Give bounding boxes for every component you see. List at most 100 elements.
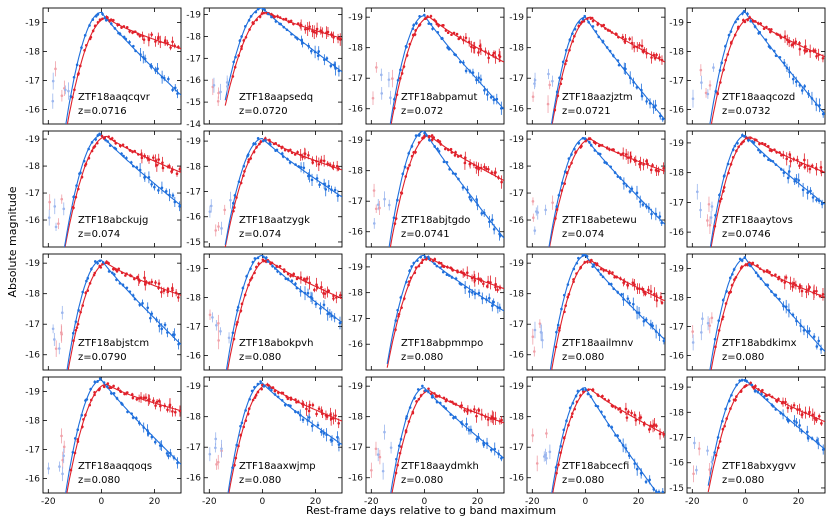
r-band-data-point — [745, 384, 748, 387]
r-band-data-point — [601, 144, 604, 147]
g-band-model-curve — [548, 17, 665, 146]
panel-object-name: ZTF18aaytovs — [722, 215, 793, 226]
r-band-data-point — [571, 40, 574, 43]
r-band-data-point — [822, 57, 825, 60]
r-band-data-point — [148, 282, 151, 285]
r-band-data-point — [403, 297, 406, 300]
r-band-data-point — [604, 27, 607, 30]
g-band-data-point — [93, 381, 96, 384]
r-band-early-point — [708, 468, 711, 471]
g-band-data-point — [231, 466, 234, 469]
r-band-early-point — [54, 68, 57, 71]
r-band-data-point — [575, 150, 578, 153]
r-band-data-point — [159, 405, 162, 408]
g-band-data-point — [84, 34, 87, 37]
r-band-data-point — [620, 153, 623, 156]
g-band-data-point — [408, 270, 411, 273]
g-band-data-point — [807, 437, 810, 440]
r-band-data-point — [634, 159, 637, 162]
g-band-early-point — [692, 97, 695, 100]
y-tick-label: -19 — [509, 259, 524, 269]
r-band-data-point — [255, 19, 258, 22]
r-band-data-point — [451, 269, 454, 272]
r-band-data-point — [573, 408, 576, 411]
g-band-data-point — [424, 256, 427, 259]
r-band-data-point — [404, 175, 407, 178]
panel-object-name: ZTF18aaydmkh — [401, 461, 479, 472]
r-band-early-point — [533, 350, 536, 353]
g-band-data-point — [438, 150, 441, 153]
g-band-data-point — [108, 270, 111, 273]
g-band-early-point — [209, 453, 212, 456]
r-band-data-point — [271, 261, 274, 264]
g-band-data-point — [576, 262, 579, 265]
r-band-data-point — [76, 326, 79, 329]
r-band-data-point — [754, 385, 757, 388]
r-band-data-point — [236, 321, 239, 324]
g-band-early-point — [533, 82, 536, 85]
g-band-data-point — [405, 415, 408, 418]
g-band-data-point — [803, 329, 806, 332]
r-band-data-point — [132, 397, 135, 400]
g-band-data-point — [424, 389, 427, 392]
g-band-data-point — [645, 205, 648, 208]
r-band-data-point — [499, 286, 502, 289]
r-band-data-point — [480, 279, 483, 282]
r-band-data-point — [780, 36, 783, 39]
g-band-data-point — [472, 71, 475, 74]
r-band-data-point — [778, 276, 781, 279]
r-band-data-point — [93, 272, 96, 275]
r-band-data-point — [603, 398, 606, 401]
g-band-early-point — [377, 203, 380, 206]
r-band-data-point — [808, 286, 811, 289]
g-band-data-point — [758, 31, 761, 34]
r-band-data-point — [733, 278, 736, 281]
r-band-data-point — [323, 159, 326, 162]
g-band-data-point — [98, 132, 101, 135]
g-band-data-point — [281, 152, 284, 155]
g-band-data-point — [237, 306, 240, 309]
r-band-data-point — [787, 407, 790, 410]
g-band-data-point — [500, 457, 503, 460]
panel-redshift: z=0.080 — [562, 352, 604, 363]
r-band-data-point — [143, 155, 146, 158]
r-band-data-point — [101, 18, 104, 21]
r-band-data-point — [81, 176, 84, 179]
y-tick-label: -16 — [669, 106, 684, 116]
g-band-data-point — [774, 408, 777, 411]
g-band-early-point — [533, 229, 536, 232]
g-band-data-point — [286, 158, 289, 161]
g-band-data-point — [326, 57, 329, 60]
g-band-data-point — [317, 50, 320, 53]
r-band-data-point — [242, 39, 245, 42]
r-band-data-point — [612, 148, 615, 151]
g-band-data-point — [99, 260, 102, 263]
r-band-data-point — [410, 276, 413, 279]
g-band-data-point — [556, 91, 559, 94]
r-band-data-point — [110, 386, 113, 389]
g-band-data-point — [493, 448, 496, 451]
r-band-data-point — [70, 469, 73, 472]
r-band-data-point — [249, 279, 252, 282]
g-band-data-point — [806, 191, 809, 194]
r-band-data-point — [79, 65, 82, 68]
r-band-data-point — [589, 137, 592, 140]
r-band-early-point — [547, 103, 550, 106]
r-band-data-point — [658, 56, 661, 59]
y-tick-label: -18 — [25, 417, 40, 427]
g-band-data-point — [72, 451, 75, 454]
r-band-data-point — [737, 26, 740, 29]
r-band-data-point — [611, 31, 614, 34]
g-band-data-point — [719, 69, 722, 72]
panel-redshift: z=0.074 — [78, 229, 120, 240]
g-band-data-point — [144, 57, 147, 60]
g-band-data-point — [451, 276, 454, 279]
g-band-early-point — [58, 465, 61, 468]
g-band-data-point — [455, 277, 458, 280]
g-band-data-point — [652, 488, 655, 491]
y-tick-label: -16 — [25, 475, 40, 485]
g-band-early-point — [215, 324, 218, 327]
y-tick-label: -17 — [669, 198, 684, 208]
r-band-early-point — [698, 447, 701, 450]
g-band-data-point — [234, 56, 237, 59]
